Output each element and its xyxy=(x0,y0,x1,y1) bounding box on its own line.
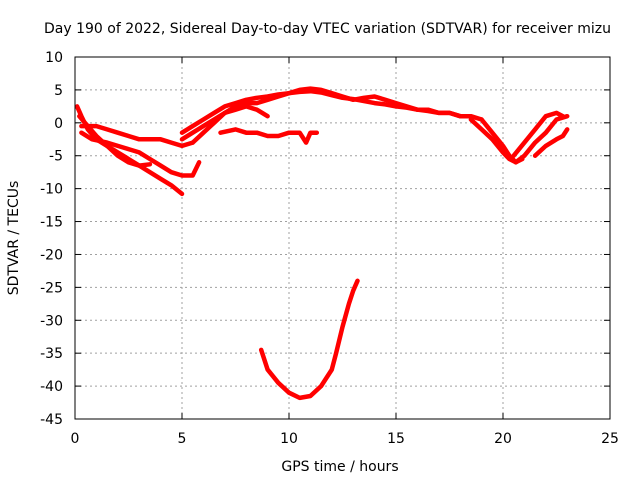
plot-frame xyxy=(74,56,611,420)
x-tick-label: 15 xyxy=(387,431,405,447)
series-track-7 xyxy=(190,86,463,145)
x-tick-label: 10 xyxy=(280,431,298,447)
series-track-8 xyxy=(218,127,320,145)
y-tick-label: -15 xyxy=(40,215,63,231)
series-track-3 xyxy=(79,130,202,178)
series-track-13 xyxy=(258,278,360,401)
y-tick-label: -10 xyxy=(40,182,63,198)
y-tick-label: 5 xyxy=(54,83,63,99)
y-tick-label: -25 xyxy=(40,280,63,296)
x-tick-label: 0 xyxy=(71,431,80,447)
y-tick-label: -20 xyxy=(40,247,63,263)
chart-title: Day 190 of 2022, Sidereal Day-to-day VTE… xyxy=(44,21,611,37)
x-tick-label: 5 xyxy=(178,431,187,447)
x-tick-labels: 0 5 10 15 20 25 xyxy=(71,431,619,447)
y-tick-labels: 10 5 0 -5 -10 -15 -20 -25 -30 -35 -40 -45 xyxy=(40,50,63,428)
series-track-12 xyxy=(532,127,570,158)
y-tick-label: 10 xyxy=(45,50,63,66)
y-tick-label: -40 xyxy=(40,379,63,395)
x-tick-label: 20 xyxy=(494,431,512,447)
x-tick-label: 25 xyxy=(601,431,619,447)
y-tick-label: -30 xyxy=(40,313,63,329)
ticks xyxy=(74,56,611,420)
series-group xyxy=(74,86,570,401)
series-track-11 xyxy=(511,110,566,158)
y-tick-label: 0 xyxy=(54,116,63,132)
x-axis-label: GPS time / hours xyxy=(281,459,398,475)
y-tick-label: -5 xyxy=(49,149,63,165)
y-tick-label: -35 xyxy=(40,346,63,362)
series-track-4 xyxy=(79,123,195,149)
y-tick-label: -45 xyxy=(40,412,63,428)
grid xyxy=(75,57,610,419)
series-track-10 xyxy=(479,117,525,165)
y-axis-label: SDTVAR / TECUs xyxy=(6,181,22,296)
